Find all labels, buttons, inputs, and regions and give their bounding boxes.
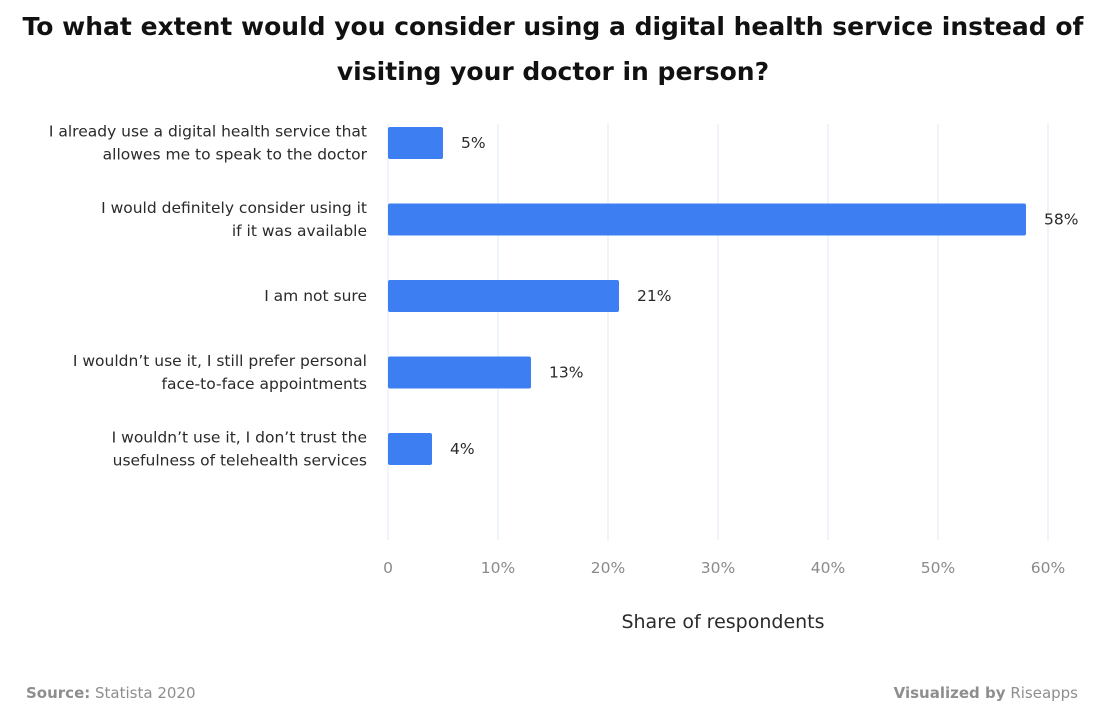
category-label: I would definitely consider using it if i… (101, 199, 367, 240)
category-label: I already use a digital health service t… (49, 123, 368, 164)
bar (388, 433, 432, 465)
source-note: Source: Statista 2020 (26, 684, 196, 702)
x-axis-ticks: 0 10% 20% 30% 40% 50% 60% (383, 559, 1065, 577)
bar (388, 203, 1026, 236)
category-labels: I already use a digital health service t… (49, 123, 368, 470)
visualized-value: Riseapps (1010, 684, 1078, 702)
x-tick-label: 20% (591, 559, 625, 577)
bars (388, 127, 1026, 465)
x-tick-label: 10% (481, 559, 515, 577)
chart-title-line-1: To what extent would you consider using … (22, 12, 1084, 41)
value-label: 21% (637, 287, 671, 305)
bar (388, 356, 531, 389)
x-tick-label: 0 (383, 559, 393, 577)
x-axis-title: Share of respondents (621, 611, 824, 633)
visualized-label: Visualized by (893, 684, 1006, 702)
x-tick-label: 40% (811, 559, 845, 577)
chart-title-line-2: visiting your doctor in person? (336, 57, 770, 86)
value-label: 58% (1044, 211, 1078, 229)
source-value: Statista 2020 (95, 684, 196, 702)
bar (388, 127, 443, 159)
x-tick-label: 60% (1031, 559, 1065, 577)
category-label: I am not sure (264, 287, 367, 305)
x-tick-label: 30% (701, 559, 735, 577)
value-label: 13% (549, 364, 583, 382)
bar (388, 280, 619, 312)
chart-title: To what extent would you consider using … (0, 4, 1106, 94)
visualized-by-note: Visualized by Riseapps (894, 684, 1078, 702)
value-label: 4% (450, 440, 475, 458)
source-label: Source: (26, 684, 91, 702)
x-tick-label: 50% (921, 559, 955, 577)
category-label: I wouldn’t use it, I still prefer person… (73, 352, 367, 393)
category-label: I wouldn’t use it, I don’t trust the usef… (112, 429, 367, 470)
value-label: 5% (461, 134, 486, 152)
grid-lines (387, 124, 1049, 540)
value-labels: 5% 58% 21% 13% 4% (450, 134, 1078, 458)
